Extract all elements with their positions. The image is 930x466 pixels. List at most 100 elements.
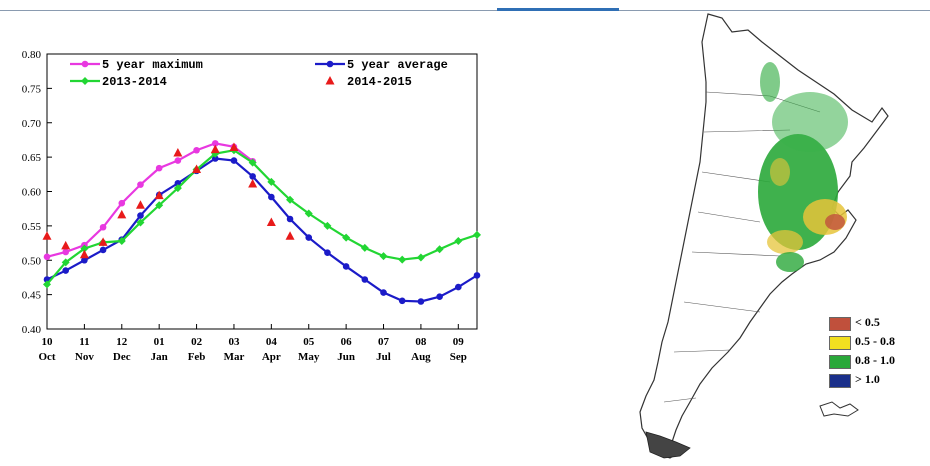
legend-entry: 5 year average bbox=[315, 58, 448, 72]
argentina-map bbox=[620, 12, 920, 466]
data-point bbox=[285, 231, 295, 240]
data-point bbox=[80, 244, 89, 253]
legend-label: 2013-2014 bbox=[102, 75, 167, 89]
legend-marker bbox=[81, 60, 89, 68]
data-point bbox=[398, 297, 406, 305]
x-month-label: Aug bbox=[411, 351, 431, 363]
x-tick-label: 10 bbox=[42, 336, 54, 348]
data-point bbox=[192, 164, 202, 173]
data-point bbox=[137, 212, 144, 219]
data-point bbox=[342, 233, 351, 242]
data-point bbox=[211, 140, 219, 147]
data-point bbox=[117, 237, 126, 245]
x-tick-label: 12 bbox=[116, 336, 128, 348]
tierra-del-fuego bbox=[645, 431, 691, 459]
data-point bbox=[99, 246, 107, 254]
data-point bbox=[174, 157, 182, 164]
veg-yellow-2 bbox=[767, 230, 803, 254]
series-line bbox=[46, 157, 478, 303]
data-point bbox=[417, 298, 425, 305]
data-point bbox=[229, 142, 239, 151]
data-point bbox=[135, 200, 145, 209]
data-point bbox=[361, 276, 369, 283]
data-point bbox=[136, 218, 145, 227]
data-point bbox=[118, 199, 126, 207]
y-tick-label: 0.80 bbox=[22, 49, 42, 61]
x-axis: 10 Oct 11 Nov 12 Dec 01 Jan 02 Feb 03 Mar 04 Apr 05 May… bbox=[38, 324, 467, 363]
data-point bbox=[173, 184, 182, 193]
legend-swatch-05-08 bbox=[829, 336, 851, 350]
veg-red-1 bbox=[825, 214, 845, 230]
veg-yellow-3 bbox=[770, 158, 790, 186]
legend-entry: 2014-2015 bbox=[325, 75, 412, 89]
x-tick-label: 03 bbox=[228, 336, 240, 348]
legend-swatch-gt10 bbox=[829, 374, 851, 388]
y-tick-label: 0.55 bbox=[22, 221, 42, 233]
data-point bbox=[99, 223, 107, 231]
veg-green-south bbox=[776, 252, 804, 272]
data-point bbox=[173, 148, 183, 157]
y-tick-label: 0.70 bbox=[22, 118, 42, 130]
data-point bbox=[455, 283, 462, 291]
data-point bbox=[286, 215, 294, 223]
legend-label: 5 year maximum bbox=[102, 58, 203, 72]
data-point bbox=[473, 272, 481, 279]
data-point bbox=[324, 249, 331, 256]
data-point bbox=[81, 256, 88, 264]
legend-marker bbox=[326, 60, 334, 68]
x-month-label: Jun bbox=[337, 351, 355, 363]
y-tick-label: 0.75 bbox=[22, 83, 42, 95]
data-point bbox=[42, 231, 52, 240]
x-tick-label: 09 bbox=[453, 336, 465, 348]
data-point bbox=[62, 248, 69, 256]
data-point bbox=[211, 155, 219, 162]
legend-label-08-10: 0.8 - 1.0 bbox=[855, 353, 895, 367]
x-tick-label: 06 bbox=[341, 336, 353, 348]
data-point bbox=[248, 178, 258, 188]
data-point bbox=[436, 293, 443, 300]
data-point bbox=[137, 181, 144, 188]
x-month-label: Oct bbox=[38, 351, 55, 363]
chart-legend: 5 year maximum 5 year average 2013-2014 201… bbox=[70, 58, 448, 89]
legend-label-lt05: < 0.5 bbox=[855, 315, 880, 329]
x-month-label: Dec bbox=[113, 351, 131, 363]
data-point bbox=[249, 173, 256, 180]
x-month-label: Sep bbox=[450, 351, 467, 363]
data-point bbox=[62, 267, 69, 274]
data-point bbox=[266, 217, 276, 226]
legend-label: 2014-2015 bbox=[347, 75, 412, 89]
data-point bbox=[305, 234, 313, 241]
data-point bbox=[398, 255, 407, 264]
x-month-label: Mar bbox=[224, 351, 245, 363]
ndvi-line-chart: 0.80 0.75 0.70 0.65 0.60 0.55 0.50 0.45 0.40 10 O… bbox=[22, 49, 481, 363]
data-point bbox=[286, 195, 295, 204]
y-tick-label: 0.65 bbox=[22, 152, 42, 164]
top-divider bbox=[0, 10, 930, 11]
legend-swatch-08-10 bbox=[829, 355, 851, 369]
data-point bbox=[79, 249, 89, 259]
top-accent-bar bbox=[497, 8, 619, 11]
series-line bbox=[46, 142, 254, 258]
data-point bbox=[43, 280, 51, 289]
y-tick-label: 0.45 bbox=[22, 290, 42, 302]
data-point bbox=[323, 221, 332, 230]
data-point bbox=[230, 157, 238, 164]
y-tick-label: 0.60 bbox=[22, 187, 42, 199]
data-point bbox=[43, 253, 51, 261]
x-tick-label: 07 bbox=[378, 336, 390, 348]
plot-frame bbox=[46, 53, 478, 330]
falkland-islands bbox=[819, 401, 859, 417]
data-point bbox=[154, 190, 164, 200]
map-svg bbox=[639, 13, 889, 459]
x-tick-label: 01 bbox=[154, 336, 165, 348]
legend-marker bbox=[81, 77, 89, 85]
x-month-label: May bbox=[298, 351, 320, 363]
legend-label-gt10: > 1.0 bbox=[855, 372, 880, 386]
x-tick-label: 02 bbox=[191, 336, 203, 348]
series-2013-2014 bbox=[43, 146, 481, 289]
legend-entry: 2013-2014 bbox=[70, 75, 167, 89]
data-point bbox=[61, 258, 70, 267]
series-2014-2015 bbox=[42, 142, 295, 259]
data-point bbox=[435, 245, 444, 254]
data-point bbox=[155, 164, 163, 172]
